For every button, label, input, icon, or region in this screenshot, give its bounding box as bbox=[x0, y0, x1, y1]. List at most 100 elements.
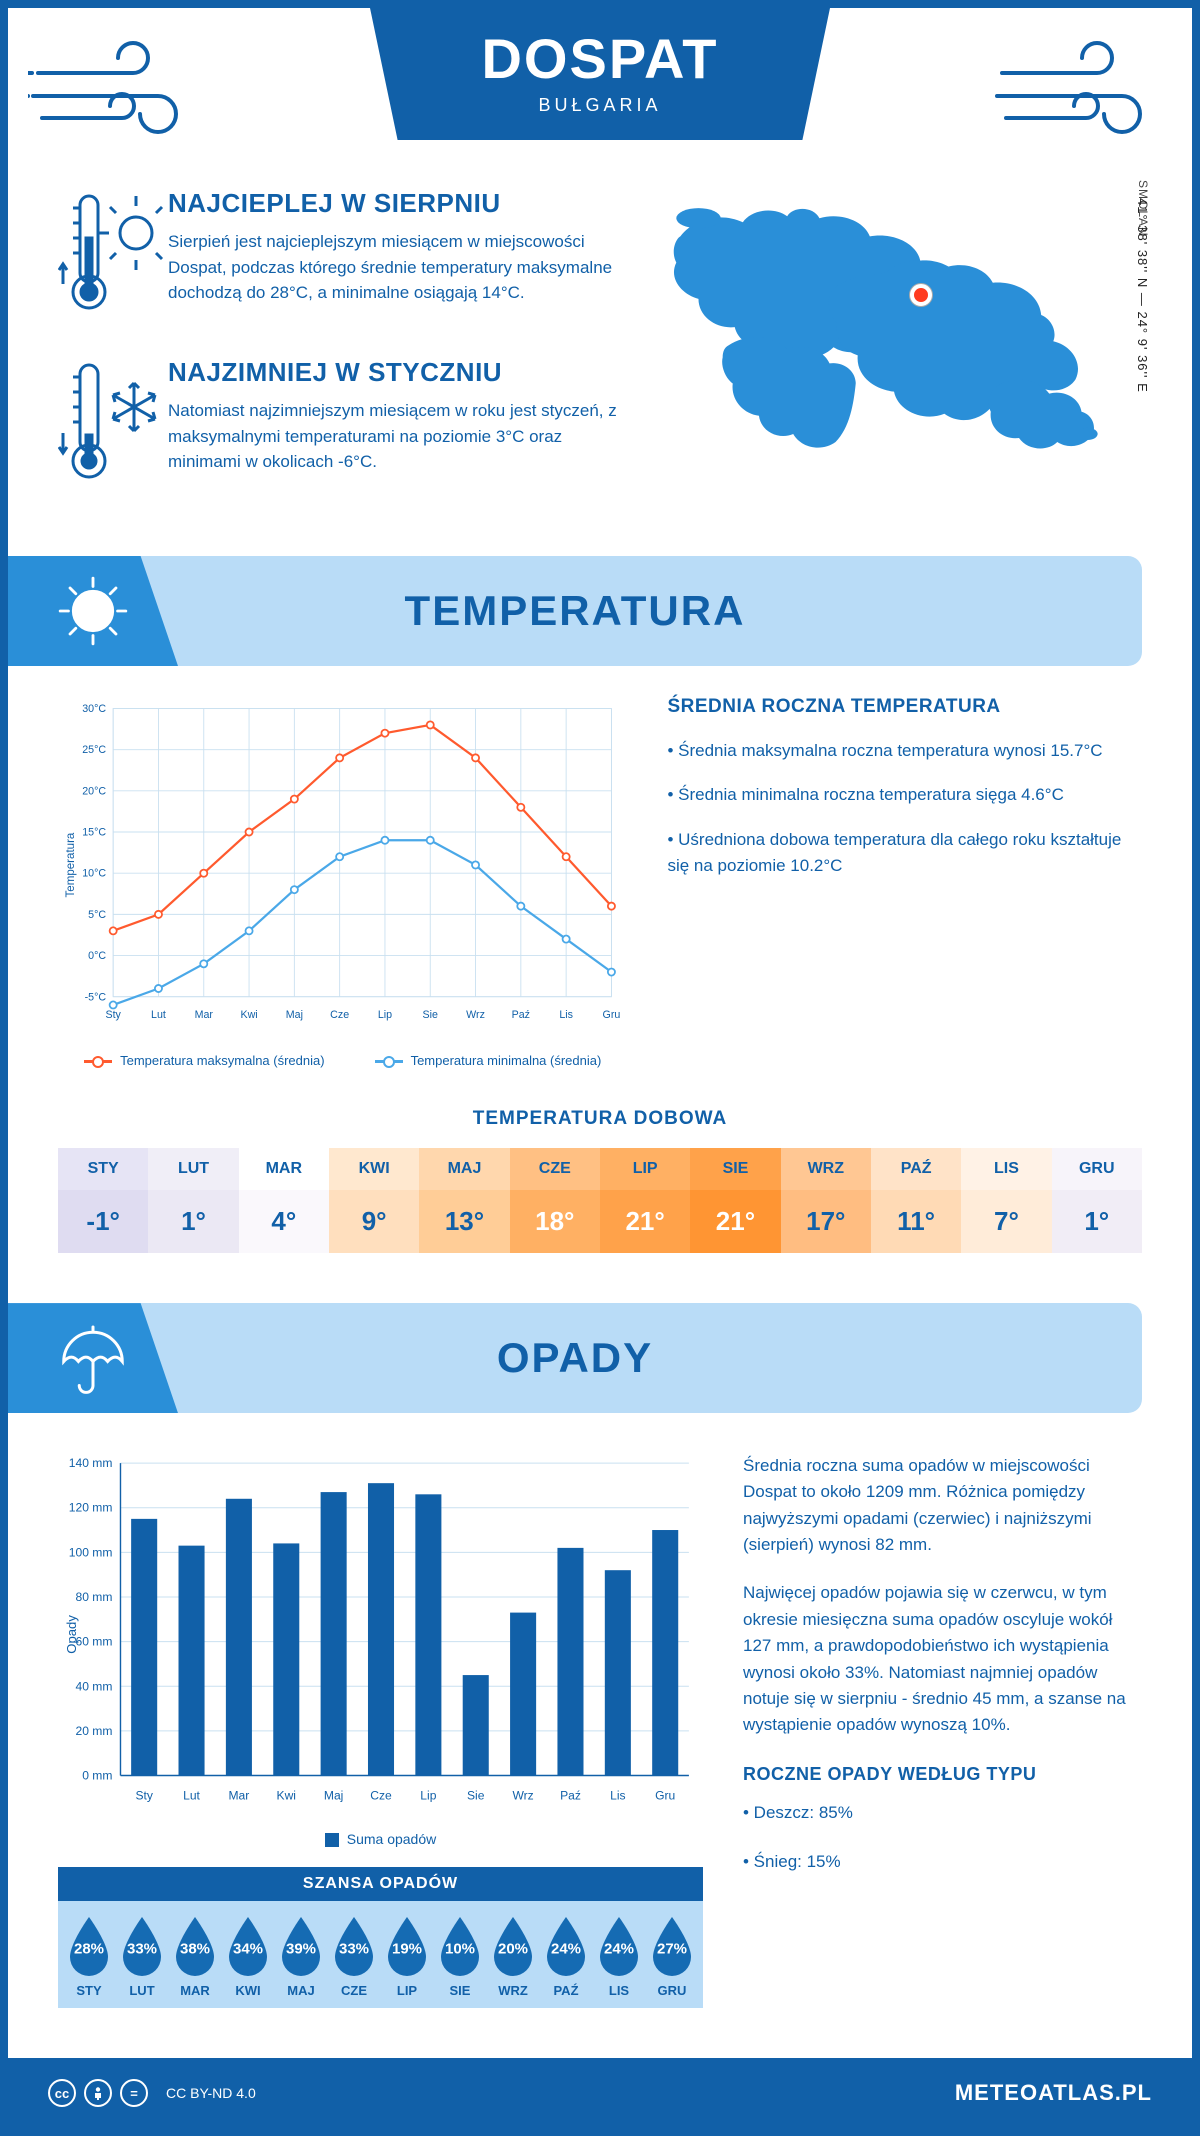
temp-bullet: • Średnia minimalna roczna temperatura s… bbox=[667, 782, 1142, 808]
drop-pct: 19% bbox=[392, 1940, 422, 1957]
daily-month: LIS bbox=[961, 1148, 1051, 1190]
svg-text:10°C: 10°C bbox=[82, 868, 106, 880]
svg-text:Kwi: Kwi bbox=[240, 1009, 257, 1021]
daily-temp-table: STY -1° LUT 1° MAR 4° KWI 9° MAJ 13° CZE… bbox=[58, 1148, 1142, 1253]
temperature-area: -5°C0°C5°C10°C15°C20°C25°C30°CStyLutMarK… bbox=[8, 696, 1192, 1098]
daily-month: LIP bbox=[600, 1148, 690, 1190]
precip-p1: Średnia roczna suma opadów w miejscowośc… bbox=[743, 1453, 1142, 1558]
section-head-precip: OPADY bbox=[8, 1303, 1142, 1413]
fact-hot: NAJCIEPLEJ W SIERPNIU Sierpień jest najc… bbox=[58, 188, 618, 323]
sun-icon bbox=[8, 556, 178, 666]
header: DOSPAT BUŁGARIA bbox=[8, 8, 1192, 168]
temp-summary: ŚREDNIA ROCZNA TEMPERATURA • Średnia mak… bbox=[667, 696, 1142, 1068]
svg-text:Cze: Cze bbox=[330, 1009, 349, 1021]
by-icon bbox=[84, 2079, 112, 2107]
svg-text:Temperatura: Temperatura bbox=[65, 832, 77, 897]
raindrop-icon: 10% bbox=[435, 1915, 485, 1977]
drop-month: LIP bbox=[382, 1983, 432, 1998]
thermometer-snow-icon bbox=[58, 357, 168, 492]
svg-text:Sty: Sty bbox=[135, 1789, 153, 1803]
precip-type-title: ROCZNE OPADY WEDŁUG TYPU bbox=[743, 1761, 1142, 1789]
svg-text:80 mm: 80 mm bbox=[76, 1590, 113, 1604]
svg-text:Sty: Sty bbox=[105, 1009, 121, 1021]
daily-month: CZE bbox=[510, 1148, 600, 1190]
precip-type-bullet: • Deszcz: 85% bbox=[743, 1800, 1142, 1826]
daily-col: KWI 9° bbox=[329, 1148, 419, 1253]
drop-pct: 38% bbox=[180, 1940, 210, 1957]
city-name: DOSPAT bbox=[370, 26, 830, 91]
svg-text:20 mm: 20 mm bbox=[76, 1724, 113, 1738]
raindrop-icon: 33% bbox=[329, 1915, 379, 1977]
daily-value: 1° bbox=[1052, 1190, 1142, 1253]
svg-text:Maj: Maj bbox=[324, 1789, 343, 1803]
daily-month: KWI bbox=[329, 1148, 419, 1190]
svg-text:Gru: Gru bbox=[603, 1009, 621, 1021]
page: DOSPAT BUŁGARIA NAJCIEPLEJ W S bbox=[0, 0, 1200, 2136]
drops-row: 28% STY 33% LUT 38% MAR 34% KWI bbox=[58, 1901, 703, 2008]
svg-text:140 mm: 140 mm bbox=[69, 1456, 113, 1470]
license-badges: cc = CC BY-ND 4.0 bbox=[48, 2079, 256, 2107]
svg-text:100 mm: 100 mm bbox=[69, 1545, 113, 1559]
daily-col: MAR 4° bbox=[239, 1148, 329, 1253]
svg-text:Gru: Gru bbox=[655, 1789, 675, 1803]
precip-legend-label: Suma opadów bbox=[347, 1831, 437, 1847]
drop-col: 38% MAR bbox=[170, 1915, 220, 1998]
daily-month: SIE bbox=[690, 1148, 780, 1190]
drop-col: 33% CZE bbox=[329, 1915, 379, 1998]
drop-month: MAJ bbox=[276, 1983, 326, 1998]
raindrop-icon: 19% bbox=[382, 1915, 432, 1977]
drop-month: PAŹ bbox=[541, 1983, 591, 1998]
drop-month: MAR bbox=[170, 1983, 220, 1998]
legend-min: Temperatura minimalna (średnia) bbox=[411, 1053, 602, 1068]
drop-pct: 24% bbox=[551, 1940, 581, 1957]
daily-value: 13° bbox=[419, 1190, 509, 1253]
temp-bullet: • Uśredniona dobowa temperatura dla całe… bbox=[667, 827, 1142, 880]
daily-month: WRZ bbox=[781, 1148, 871, 1190]
drop-pct: 24% bbox=[604, 1940, 634, 1957]
svg-text:Paź: Paź bbox=[512, 1009, 530, 1021]
svg-text:Paź: Paź bbox=[560, 1789, 581, 1803]
footer: cc = CC BY-ND 4.0 METEOATLAS.PL bbox=[8, 2058, 1192, 2128]
svg-text:120 mm: 120 mm bbox=[69, 1501, 113, 1515]
daily-value: 21° bbox=[690, 1190, 780, 1253]
chance-title: SZANSA OPADÓW bbox=[58, 1867, 703, 1901]
drop-col: 24% LIS bbox=[594, 1915, 644, 1998]
drop-month: SIE bbox=[435, 1983, 485, 1998]
fact-cold: NAJZIMNIEJ W STYCZNIU Natomiast najzimni… bbox=[58, 357, 618, 492]
chance-box: SZANSA OPADÓW 28% STY 33% LUT 38% MAR 34… bbox=[58, 1867, 703, 2008]
temp-summary-title: ŚREDNIA ROCZNA TEMPERATURA bbox=[667, 696, 1142, 718]
daily-month: STY bbox=[58, 1148, 148, 1190]
svg-text:Mar: Mar bbox=[228, 1789, 249, 1803]
map-region: SMOLAN 41° 38' 38'' N — 24° 9' 36'' E bbox=[618, 188, 1142, 526]
svg-text:Sie: Sie bbox=[467, 1789, 485, 1803]
svg-text:30°C: 30°C bbox=[82, 703, 106, 715]
svg-text:Lis: Lis bbox=[610, 1789, 625, 1803]
svg-text:25°C: 25°C bbox=[82, 744, 106, 756]
daily-col: LUT 1° bbox=[148, 1148, 238, 1253]
raindrop-icon: 24% bbox=[541, 1915, 591, 1977]
daily-value: 17° bbox=[781, 1190, 871, 1253]
temp-legend: Temperatura maksymalna (średnia) Tempera… bbox=[58, 1053, 627, 1068]
nd-icon: = bbox=[120, 2079, 148, 2107]
svg-text:Lip: Lip bbox=[378, 1009, 392, 1021]
daily-col: GRU 1° bbox=[1052, 1148, 1142, 1253]
drop-pct: 10% bbox=[445, 1940, 475, 1957]
drop-pct: 27% bbox=[657, 1940, 687, 1957]
svg-text:Maj: Maj bbox=[286, 1009, 303, 1021]
drop-col: 20% WRZ bbox=[488, 1915, 538, 1998]
daily-col: CZE 18° bbox=[510, 1148, 600, 1253]
raindrop-icon: 39% bbox=[276, 1915, 326, 1977]
country-name: BUŁGARIA bbox=[370, 95, 830, 116]
precip-area: 0 mm20 mm40 mm60 mm80 mm100 mm120 mm140 … bbox=[8, 1443, 1192, 2028]
daily-value: 11° bbox=[871, 1190, 961, 1253]
raindrop-icon: 27% bbox=[647, 1915, 697, 1977]
drop-month: CZE bbox=[329, 1983, 379, 1998]
drop-month: STY bbox=[64, 1983, 114, 1998]
daily-value: 21° bbox=[600, 1190, 690, 1253]
license-text: CC BY-ND 4.0 bbox=[166, 2085, 256, 2101]
daily-col: LIP 21° bbox=[600, 1148, 690, 1253]
daily-month: MAR bbox=[239, 1148, 329, 1190]
daily-col: MAJ 13° bbox=[419, 1148, 509, 1253]
drop-pct: 33% bbox=[127, 1940, 157, 1957]
precip-type-bullet: • Śnieg: 15% bbox=[743, 1849, 1142, 1875]
